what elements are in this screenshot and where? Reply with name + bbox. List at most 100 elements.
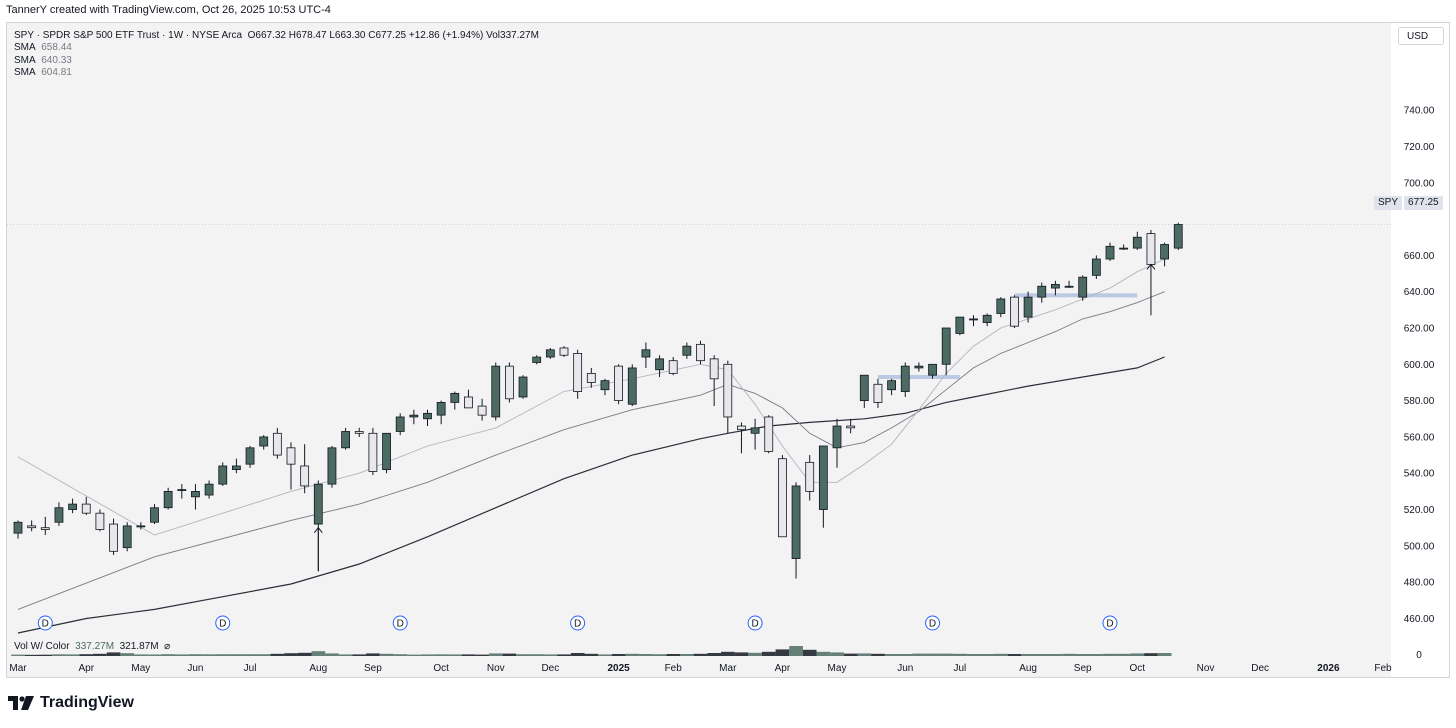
- volume-bar: [1007, 654, 1022, 656]
- candle: [1173, 222, 1183, 250]
- candle-body: [409, 414, 419, 418]
- x-axis-tick-label: Jul: [244, 663, 257, 674]
- volume-bar: [584, 653, 599, 656]
- candle-body: [559, 347, 569, 356]
- volume-bar: [229, 654, 244, 656]
- candle: [764, 415, 774, 454]
- candle: [859, 374, 869, 408]
- volume-bar: [502, 653, 517, 656]
- candle: [191, 484, 200, 510]
- volume-bar: [161, 654, 175, 656]
- candle: [614, 364, 623, 405]
- legend-sma-row[interactable]: SMA 658.44: [14, 42, 539, 54]
- candle: [1051, 280, 1060, 296]
- volume-bar: [24, 654, 39, 656]
- brand-name: TradingView: [40, 694, 134, 711]
- candle: [805, 455, 815, 501]
- volume-bar: [256, 654, 271, 656]
- x-axis-tick-label: Mar: [9, 663, 27, 674]
- chart-attribution: TannerY created with TradingView.com, Oc…: [6, 4, 331, 16]
- volume-bar: [611, 654, 626, 656]
- candle-body: [709, 358, 719, 380]
- dividend-marker: D: [925, 615, 941, 631]
- chart-frame[interactable]: 460.00 480.00 500.00 520.00 540.00 560.00 580.…: [6, 22, 1450, 678]
- candle: [382, 432, 391, 474]
- volume-value: 337.27M: [75, 641, 115, 652]
- x-axis-tick-label: Jul: [953, 663, 966, 674]
- legend-sma-row[interactable]: SMA 640.33: [14, 55, 539, 67]
- volume-bar: [966, 654, 981, 656]
- volume-bar: [761, 651, 776, 656]
- volume-bar: [598, 654, 612, 656]
- x-axis-tick-label: Sep: [364, 663, 382, 674]
- candle-body: [764, 416, 774, 452]
- candle-body: [327, 447, 337, 485]
- last-price-tag: SPY 677.25: [1374, 196, 1443, 210]
- candle: [668, 357, 678, 376]
- candle-body: [518, 376, 528, 398]
- volume-bar: [543, 654, 558, 656]
- chart-plot[interactable]: 460.00 480.00 500.00 520.00 540.00 560.00 580.…: [7, 23, 1449, 677]
- x-axis-tick-label: Aug: [309, 663, 327, 674]
- candle-body: [272, 432, 282, 456]
- candle: [122, 522, 132, 552]
- candle: [1119, 244, 1129, 250]
- candle-body: [1064, 285, 1074, 288]
- candle-body: [1105, 245, 1115, 260]
- volume-bar: [953, 653, 967, 656]
- volume-bar: [379, 653, 394, 656]
- candle: [95, 509, 105, 532]
- candle: [573, 349, 583, 399]
- candle-body: [750, 427, 760, 434]
- dividend-marker: D: [215, 615, 231, 631]
- candle-body: [245, 447, 255, 465]
- candle-body: [382, 432, 391, 471]
- candle-body: [600, 380, 610, 391]
- volume-bar: [38, 654, 53, 656]
- candle: [218, 462, 228, 486]
- candle: [750, 418, 760, 450]
- candle-body: [914, 365, 924, 369]
- volume-bar: [830, 652, 844, 656]
- volume-bar: [243, 654, 257, 656]
- y-axis-tick-label: 500.00: [1404, 541, 1435, 552]
- candle: [955, 316, 965, 336]
- dividend-circle: [747, 615, 763, 631]
- candle: [286, 442, 296, 490]
- candle: [491, 362, 501, 421]
- candle-body: [477, 405, 487, 416]
- candle-body: [13, 521, 23, 534]
- volume-bar: [721, 651, 735, 656]
- volume-bar: [338, 654, 353, 656]
- candle: [600, 378, 610, 396]
- y-axis-tick-label: 540.00: [1404, 469, 1435, 480]
- sma-value: 640.33: [41, 54, 72, 66]
- volume-bar: [734, 652, 749, 656]
- candle: [559, 346, 569, 358]
- volume-bar: [475, 654, 489, 656]
- candle-body: [723, 363, 733, 418]
- candle: [354, 427, 364, 437]
- currency-button[interactable]: USD: [1398, 27, 1444, 45]
- candle: [423, 409, 432, 427]
- sma-mid-line: [17, 291, 1165, 610]
- volume-bar: [884, 654, 899, 656]
- candle-body: [873, 383, 883, 403]
- candle-body: [464, 396, 473, 409]
- volume-bar: [79, 654, 94, 656]
- candle: [832, 418, 842, 468]
- chart-legend: SPY · SPDR S&P 500 ETF Trust · 1W · NYSE…: [14, 30, 539, 80]
- volume-bar: [939, 653, 954, 656]
- volume-bar: [461, 654, 476, 656]
- null-icon: ⌀: [164, 641, 171, 652]
- dividend-circle: [215, 615, 231, 631]
- candle-body: [1051, 284, 1060, 289]
- volume-bar: [434, 654, 448, 656]
- legend-sma-row[interactable]: SMA 604.81: [14, 67, 539, 79]
- volume-legend[interactable]: Vol W/ Color 337.27M 321.87M ⌀: [14, 641, 170, 652]
- dividend-label: D: [929, 619, 936, 630]
- volume-bar: [1048, 654, 1063, 656]
- candle-body: [668, 360, 678, 374]
- candle-body: [545, 349, 555, 358]
- volume-bar: [557, 654, 571, 656]
